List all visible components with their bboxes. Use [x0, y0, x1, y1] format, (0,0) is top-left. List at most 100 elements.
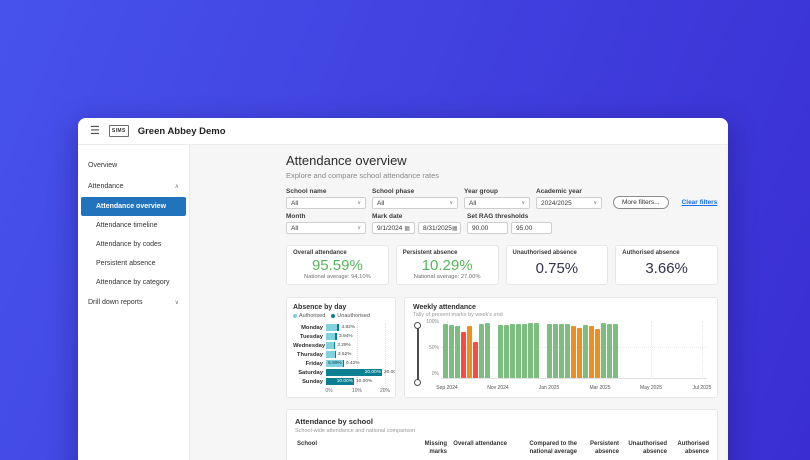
kpi-value: 3.66% [645, 259, 688, 277]
authorised-segment [326, 333, 336, 340]
weekly-bar [613, 323, 618, 378]
sidebar-item-attendance-timeline[interactable]: Attendance timeline [78, 216, 189, 235]
year-group-select[interactable]: All ∨ [464, 197, 530, 209]
bar-inner-label: 20.00% [364, 370, 381, 375]
day-label: Wednesday [293, 342, 326, 349]
y-axis-tick: 100% [426, 319, 439, 325]
column-header-unauthorised-absence[interactable]: Unauthorised absence [621, 438, 669, 460]
kpi-card-unauthorised-absence: Unauthorised absence 0.75% [505, 245, 609, 285]
absence-bar-row: Wednesday 3.29% [293, 341, 389, 350]
bar-value-label: 3.94% [339, 334, 353, 339]
rag-low-input[interactable]: 90.00 [467, 222, 508, 234]
absence-bar-row: Sunday 10.00% 10.00% [293, 377, 389, 386]
mark-date-label: Mark date [372, 213, 403, 220]
absence-bar-row: Friday 5.99% 6.42% [293, 359, 389, 368]
rag-low-value: 90.00 [472, 224, 489, 232]
absence-bar: 10.00% 10.00% [326, 378, 389, 385]
slider-track [417, 326, 419, 382]
weekly-bar [455, 325, 460, 378]
column-header-overall-attendance[interactable]: Overall attendance [449, 438, 509, 460]
legend-label: Authorised [299, 313, 326, 319]
more-filters-button[interactable]: More filters... [613, 196, 669, 209]
school-phase-value: All [377, 199, 385, 207]
weekly-bar [577, 327, 582, 378]
column-header-compared-national[interactable]: Compared to the national average [509, 438, 579, 460]
column-header-authorised-absence[interactable]: Authorised absence [669, 438, 711, 460]
app-window: ☰ SIMS Green Abbey Demo Overview Attenda… [78, 118, 728, 460]
gridline [385, 323, 386, 386]
unauthorised-segment [334, 342, 336, 349]
bar-value-label: 20.00% [384, 370, 396, 375]
column-header-missing-marks[interactable]: Missing marks [407, 438, 449, 460]
absence-chart-legend: Authorised Unauthorised [293, 313, 389, 319]
mark-date-to-input[interactable]: 8/31/2025 ▦ [418, 222, 461, 234]
chevron-down-icon: ∨ [174, 300, 179, 306]
column-header-persistent-absence[interactable]: Persistent absence [579, 438, 621, 460]
bar-value-label: 10.00% [356, 379, 373, 384]
month-select[interactable]: All ∨ [286, 222, 366, 234]
mark-date-from-input[interactable]: 9/1/2024 ▦ [372, 222, 415, 234]
school-name-value: All [291, 199, 299, 207]
chevron-up-icon: ∧ [174, 184, 179, 190]
weekly-bar [589, 325, 594, 378]
weekly-bar [522, 323, 527, 378]
weekly-bar [565, 323, 570, 378]
main-content: Attendance overview Explore and compare … [190, 145, 728, 460]
rag-high-input[interactable]: 95.00 [511, 222, 552, 234]
x-axis-tick: 20% [379, 388, 391, 394]
slider-handle-top[interactable] [414, 322, 421, 329]
weekly-bar [595, 328, 600, 378]
page-subtitle: Explore and compare school attendance ra… [286, 171, 440, 180]
academic-year-label: Academic year [536, 188, 582, 195]
weekly-bar [449, 325, 454, 378]
weekly-attendance-panel: Weekly attendance Tally of present marks… [404, 297, 718, 398]
weekly-bar [534, 323, 539, 378]
bar-value-label: 6.42% [345, 361, 360, 366]
unauthorised-segment: 10.00% [326, 378, 354, 385]
bar-value-label: 3.52% [337, 352, 352, 357]
academic-year-select[interactable]: 2024/2025 ∨ [536, 197, 602, 209]
unauthorised-segment [342, 360, 344, 367]
y-axis-tick: 0% [431, 371, 439, 377]
weekly-attendance-chart: 100% 50% 0% Sep 2024 Nov 2024 Jan 2025 Mar 202… [425, 319, 711, 391]
sidebar-item-attendance[interactable]: Attendance ∧ [78, 176, 189, 197]
absence-bar-row: Tuesday 3.94% [293, 332, 389, 341]
weekly-chart-title: Weekly attendance [413, 304, 476, 311]
legend-dot [293, 314, 297, 318]
sidebar: Overview Attendance ∧ Attendance overvie… [78, 145, 190, 460]
kpi-card-authorised-absence: Authorised absence 3.66% [615, 245, 718, 285]
unauthorised-segment [335, 333, 338, 340]
sidebar-item-persistent-absence[interactable]: Persistent absence [78, 254, 189, 273]
sidebar-item-attendance-by-category[interactable]: Attendance by category [78, 273, 189, 292]
filter-bar: School name All ∨ School phase All ∨ Year … [286, 188, 718, 234]
chevron-down-icon: ∨ [593, 200, 597, 206]
year-group-label: Year group [464, 188, 498, 195]
x-axis-tick: Sep 2024 [436, 385, 458, 391]
sidebar-item-attendance-overview[interactable]: Attendance overview [81, 197, 186, 216]
attendance-by-school-panel: Attendance by school School-wide attenda… [286, 409, 718, 460]
menu-icon[interactable]: ☰ [90, 124, 100, 137]
school-phase-select[interactable]: All ∨ [372, 197, 458, 209]
school-name-label: School name [286, 188, 327, 195]
slider-handle-bottom[interactable] [414, 379, 421, 386]
table-subtitle: School-wide attendance and national comp… [295, 428, 416, 434]
y-axis-range-slider[interactable] [413, 322, 425, 386]
column-header-school[interactable]: School [295, 438, 407, 460]
weekly-bar [516, 324, 521, 378]
school-name-select[interactable]: All ∨ [286, 197, 366, 209]
y-axis-tick: 50% [428, 345, 439, 351]
weekly-bar [479, 323, 484, 378]
x-axis-tick: 0% [325, 388, 333, 394]
sidebar-item-overview[interactable]: Overview [78, 155, 189, 176]
mark-date-from-value: 9/1/2024 [377, 224, 403, 232]
weekly-bar-group [443, 323, 490, 378]
bar-value-label: 4.82% [341, 325, 356, 330]
sidebar-item-label: Attendance overview [96, 203, 167, 210]
sidebar-item-attendance-by-codes[interactable]: Attendance by codes [78, 235, 189, 254]
kpi-label: Persistent absence [402, 250, 458, 256]
x-axis-line [441, 378, 707, 379]
gridline [651, 321, 652, 379]
absence-bar: 3.29% [326, 342, 389, 349]
clear-filters-link[interactable]: Clear filters [681, 199, 718, 206]
sidebar-item-drill-down-reports[interactable]: Drill down reports ∨ [78, 292, 189, 313]
